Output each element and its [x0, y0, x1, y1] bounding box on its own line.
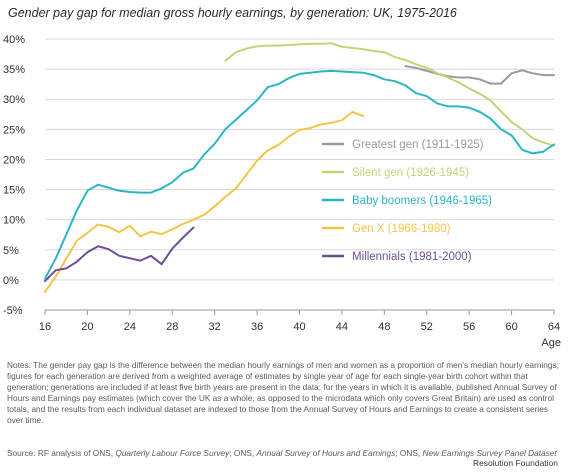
legend: Greatest gen (1911-1925) Silent gen (1926… [322, 139, 492, 263]
x-tick-label: 28 [166, 321, 178, 333]
y-tick-label: 10% [3, 215, 25, 227]
y-tick-label: 15% [3, 185, 25, 197]
source-lfs: Quarterly Labour Force Survey [115, 448, 230, 458]
series-lines [44, 42, 555, 293]
x-tick-label: 60 [505, 321, 517, 333]
source-mid2: ; ONS, [395, 448, 423, 458]
legend-label-4: Millennials (1981-2000) [352, 251, 472, 263]
series-line-1 [224, 42, 555, 147]
series-line-2 [44, 69, 555, 280]
line-chart: -5% 0% 5% 10% 15% 20% 25% 30% 35% 40% 16 20 24 28 32 3… [3, 34, 561, 349]
x-axis-label: Age [541, 337, 561, 349]
x-axis: 16 20 24 28 32 36 40 44 48 52 56 60 64 [39, 309, 560, 333]
source-ashe: Annual Survey of Hours and Earnings [256, 448, 396, 458]
y-tick-label: 5% [3, 245, 19, 257]
notes-text: Notes: The gender pay gap is the differe… [7, 360, 559, 425]
chart-title: Gender pay gap for median gross hourly e… [8, 6, 457, 20]
series-line-4 [44, 226, 195, 283]
x-tick-label: 40 [293, 321, 305, 333]
x-tick-label: 32 [209, 321, 221, 333]
x-tick-label: 36 [251, 321, 263, 333]
x-tick-label: 52 [421, 321, 433, 333]
source-text: Source: RF analysis of ONS, Quarterly La… [7, 448, 559, 459]
y-tick-label: -5% [3, 305, 23, 317]
x-tick-label: 56 [463, 321, 475, 333]
y-axis: -5% 0% 5% 10% 15% 20% 25% 30% 35% 40% [3, 34, 25, 317]
y-tick-label: 25% [3, 124, 25, 136]
legend-label-3: Gen X (1966-1980) [352, 223, 451, 235]
x-tick-label: 16 [39, 321, 51, 333]
series-line-3 [44, 110, 365, 293]
y-tick-label: 35% [3, 64, 25, 76]
brand-label: Resolution Foundation [472, 458, 558, 468]
legend-label-1: Silent gen (1926-1945) [352, 167, 469, 179]
x-tick-label: 48 [378, 321, 390, 333]
series-line-0 [404, 65, 555, 85]
source-lead: Source: RF analysis of ONS, [7, 448, 116, 458]
legend-label-0: Greatest gen (1911-1925) [352, 139, 484, 151]
x-tick-label: 20 [81, 321, 93, 333]
y-tick-label: 20% [3, 154, 25, 166]
x-tick-label: 44 [336, 321, 348, 333]
x-tick-label: 64 [548, 321, 560, 333]
y-tick-label: 30% [3, 94, 25, 106]
y-tick-label: 0% [3, 275, 19, 287]
x-tick-label: 24 [124, 321, 136, 333]
legend-label-2: Baby boomers (1946-1965) [352, 195, 492, 207]
y-tick-label: 40% [3, 34, 25, 46]
source-mid: ; ONS, [229, 448, 257, 458]
source-nes: New Earnings Survey Panel Dataset [422, 448, 557, 458]
